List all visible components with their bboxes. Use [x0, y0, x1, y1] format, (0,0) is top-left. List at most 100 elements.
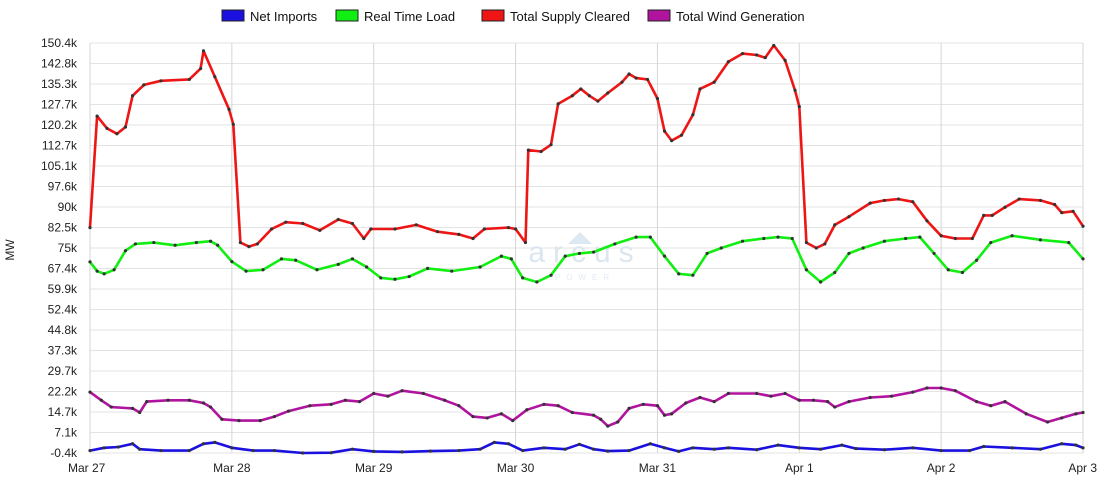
data-point[interactable] [478, 447, 482, 451]
data-point[interactable] [960, 270, 965, 275]
data-point[interactable] [793, 88, 797, 92]
data-point[interactable] [187, 448, 191, 453]
data-point[interactable] [513, 227, 518, 231]
data-point[interactable] [523, 240, 528, 245]
data-point[interactable] [244, 269, 248, 273]
data-point[interactable] [294, 258, 298, 262]
data-point[interactable] [115, 132, 119, 136]
data-point[interactable] [251, 448, 255, 453]
data-point[interactable] [105, 126, 109, 130]
data-point[interactable] [1074, 443, 1078, 447]
data-point[interactable] [939, 386, 943, 390]
data-point[interactable] [492, 440, 496, 444]
data-point[interactable] [627, 448, 631, 453]
data-point[interactable] [591, 447, 596, 451]
data-point[interactable] [231, 122, 235, 126]
data-point[interactable] [542, 402, 546, 406]
legend-item[interactable]: Real Time Load [335, 9, 455, 24]
data-point[interactable] [258, 419, 262, 423]
data-point[interactable] [173, 243, 177, 247]
data-point[interactable] [740, 239, 745, 243]
data-point[interactable] [975, 258, 979, 262]
data-point[interactable] [691, 273, 695, 277]
data-point[interactable] [882, 448, 887, 452]
data-point[interactable] [726, 446, 730, 450]
data-point[interactable] [187, 77, 191, 82]
data-point[interactable] [953, 389, 957, 393]
data-point[interactable] [400, 389, 404, 393]
data-point[interactable] [797, 398, 801, 402]
data-point[interactable] [201, 49, 206, 53]
data-point[interactable] [763, 56, 767, 60]
data-point[interactable] [847, 251, 851, 256]
data-point[interactable] [457, 232, 461, 237]
data-point[interactable] [95, 269, 99, 273]
data-point[interactable] [138, 410, 142, 415]
data-point[interactable] [130, 406, 135, 411]
data-point[interactable] [677, 272, 681, 276]
data-point[interactable] [556, 102, 560, 106]
data-point[interactable] [833, 223, 837, 227]
legend-item[interactable]: Total Wind Generation [647, 9, 805, 24]
data-point[interactable] [220, 417, 224, 421]
data-point[interactable] [606, 91, 610, 95]
data-point[interactable] [95, 114, 99, 118]
data-point[interactable] [712, 400, 716, 404]
data-point[interactable] [88, 390, 92, 394]
data-point[interactable] [599, 417, 603, 421]
data-point[interactable] [896, 197, 901, 201]
data-point[interactable] [400, 450, 404, 454]
data-point[interactable] [116, 445, 120, 449]
data-point[interactable] [616, 420, 620, 424]
data-point[interactable] [509, 257, 513, 261]
data-point[interactable] [670, 412, 674, 416]
data-point[interactable] [811, 398, 816, 402]
data-point[interactable] [645, 77, 650, 82]
data-point[interactable] [102, 446, 106, 450]
data-point[interactable] [797, 105, 801, 109]
data-point[interactable] [712, 447, 716, 451]
data-point[interactable] [109, 405, 113, 409]
data-point[interactable] [790, 236, 794, 241]
data-point[interactable] [133, 242, 137, 246]
data-point[interactable] [847, 215, 851, 219]
data-point[interactable] [769, 394, 773, 398]
data-point[interactable] [1003, 400, 1007, 404]
data-point[interactable] [230, 446, 234, 450]
data-point[interactable] [847, 400, 851, 404]
data-point[interactable] [238, 240, 242, 245]
data-point[interactable] [677, 449, 681, 453]
data-point[interactable] [925, 386, 929, 390]
data-point[interactable] [350, 447, 355, 451]
data-point[interactable] [506, 226, 511, 230]
data-point[interactable] [435, 230, 440, 234]
data-point[interactable] [818, 280, 823, 284]
data-point[interactable] [1017, 197, 1021, 201]
data-point[interactable] [130, 442, 135, 446]
data-point[interactable] [450, 269, 454, 273]
data-point[interactable] [393, 227, 397, 231]
data-point[interactable] [526, 148, 530, 152]
data-point[interactable] [641, 402, 645, 406]
data-point[interactable] [457, 404, 461, 408]
data-point[interactable] [570, 410, 574, 415]
data-point[interactable] [199, 66, 203, 71]
data-point[interactable] [379, 276, 383, 280]
data-point[interactable] [1067, 240, 1071, 245]
data-point[interactable] [953, 236, 957, 241]
data-point[interactable] [989, 404, 993, 408]
data-point[interactable] [783, 391, 787, 396]
data-point[interactable] [596, 99, 600, 103]
data-point[interactable] [426, 266, 430, 270]
data-point[interactable] [357, 400, 362, 404]
data-point[interactable] [145, 400, 149, 404]
data-point[interactable] [521, 448, 525, 453]
data-point[interactable] [269, 227, 274, 231]
data-point[interactable] [315, 268, 319, 272]
data-point[interactable] [301, 451, 305, 455]
data-point[interactable] [670, 139, 674, 143]
data-point[interactable] [946, 268, 950, 272]
data-point[interactable] [194, 240, 198, 245]
data-point[interactable] [471, 414, 475, 419]
data-point[interactable] [329, 402, 333, 406]
